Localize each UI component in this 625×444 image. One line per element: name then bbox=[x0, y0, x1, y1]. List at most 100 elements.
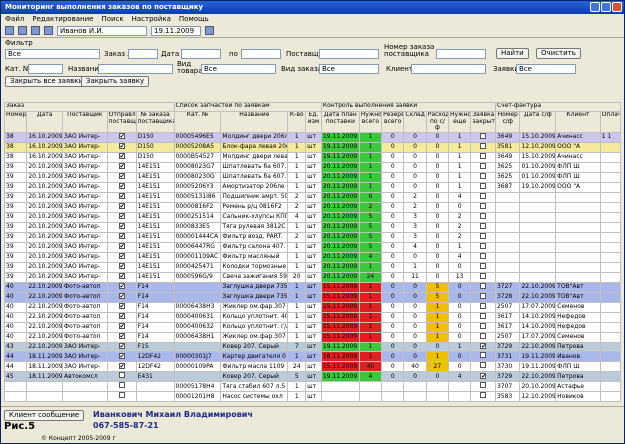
checkbox[interactable] bbox=[118, 382, 125, 389]
checkbox[interactable]: ✔ bbox=[118, 323, 125, 330]
tool-icon[interactable] bbox=[5, 26, 14, 35]
table-row[interactable]: 38 16.10.2009 ЗАО Интер- ✔ D150 00005208A5 Бло… bbox=[3, 141, 622, 153]
maximize[interactable] bbox=[601, 2, 611, 12]
checkbox[interactable]: ✔ bbox=[480, 372, 487, 380]
tool-icon[interactable] bbox=[205, 26, 214, 35]
table-row[interactable]: 39 20.10.2009 ЗАО Интер- ✔ 14E151 00000816F2 Р… bbox=[3, 201, 622, 213]
checkbox[interactable] bbox=[480, 263, 487, 269]
select[interactable]: Все bbox=[516, 64, 576, 74]
checkbox[interactable] bbox=[480, 183, 487, 189]
checkbox[interactable]: ✔ bbox=[118, 163, 125, 170]
checkbox[interactable] bbox=[480, 392, 487, 399]
close[interactable] bbox=[612, 2, 622, 12]
input[interactable] bbox=[181, 49, 221, 59]
checkbox[interactable] bbox=[480, 323, 487, 329]
table-row[interactable]: 39 20.10.2009 ЗАО Интер- ✔ 14E151 0000251514 С… bbox=[3, 211, 622, 223]
checkbox[interactable] bbox=[480, 313, 487, 319]
checkbox[interactable] bbox=[480, 223, 487, 229]
table-row[interactable]: 39 20.10.2009 ЗАО Интер- ✔ 14E151 000001444CA… bbox=[3, 231, 622, 243]
input[interactable] bbox=[98, 64, 173, 74]
table-row[interactable]: 40 22.10.2009 Фото-автоп ✔ F14 00006438H1 Жикл… bbox=[3, 331, 622, 343]
table-row[interactable]: 38 16.10.2009 ЗАО Интер- ✔ D150 0000B54527 Мол… bbox=[3, 151, 622, 163]
table-row[interactable]: 39 20.10.2009 ЗАО Интер- ✔ 14E151 000083ЗЕ5 Тя… bbox=[3, 221, 622, 233]
table-row[interactable]: 40 22.10.2009 Фото-автоп ✔ F14 Заглушка двери… bbox=[3, 281, 622, 293]
checkbox[interactable]: ✔ bbox=[118, 273, 125, 280]
checkbox[interactable]: ✔ bbox=[118, 243, 125, 250]
user-field[interactable]: Иванов И.И. bbox=[57, 25, 147, 36]
checkbox[interactable] bbox=[480, 233, 487, 239]
menu-item[interactable]: Поиск bbox=[101, 15, 124, 23]
table-row[interactable]: 39 20.10.2009 ЗАО Интер- ✔ 14E151 0000596G/9 С… bbox=[3, 271, 622, 283]
checkbox[interactable] bbox=[480, 333, 487, 339]
client-messages-button[interactable]: Клиент сообщение bbox=[4, 410, 85, 421]
checkbox[interactable]: ✔ bbox=[118, 313, 125, 320]
date-field[interactable]: 19.11.2009 bbox=[151, 25, 201, 36]
checkbox[interactable] bbox=[480, 143, 487, 149]
checkbox[interactable]: ✔ bbox=[118, 283, 125, 290]
table-row[interactable]: 39 20.10.2009 ЗАО Интер- ✔ 14E151 000001109AC… bbox=[3, 251, 622, 263]
tool-icon[interactable] bbox=[31, 26, 40, 35]
checkbox[interactable] bbox=[480, 203, 487, 209]
table-row[interactable]: 00001201H8 Насос системы охл 1 шт 3583 12.10.… bbox=[3, 391, 622, 403]
checkbox[interactable]: ✔ bbox=[118, 213, 125, 220]
checkbox[interactable] bbox=[480, 352, 487, 359]
checkbox[interactable]: ✔ bbox=[118, 133, 125, 140]
checkbox[interactable]: ✔ bbox=[118, 352, 125, 360]
minimize[interactable] bbox=[590, 2, 600, 12]
checkbox[interactable]: ✔ bbox=[118, 233, 125, 240]
select[interactable]: Все bbox=[201, 64, 276, 74]
input[interactable] bbox=[411, 64, 486, 74]
checkbox[interactable] bbox=[480, 303, 487, 309]
checkbox[interactable] bbox=[480, 362, 487, 369]
checkbox[interactable]: ✔ bbox=[118, 303, 125, 310]
checkbox[interactable]: ✔ bbox=[118, 203, 125, 210]
menu-item[interactable]: Помощь bbox=[178, 15, 209, 23]
table-row[interactable]: 00005178H4 Тяга стабил 607 л.5 1 шт 3707 20.1… bbox=[3, 381, 622, 393]
input[interactable] bbox=[241, 49, 281, 59]
input[interactable] bbox=[436, 49, 486, 59]
clear-button[interactable]: Очистить bbox=[536, 48, 581, 59]
checkbox[interactable]: ✔ bbox=[118, 223, 125, 230]
table-row[interactable]: 39 20.10.2009 ЗАО Интер- ✔ 14E151 00005131I86… bbox=[3, 191, 622, 203]
table-row[interactable]: 39 20.10.2009 ЗАО Интер- ✔ 14E151 00008023G7 Ш… bbox=[3, 161, 622, 173]
table-row[interactable]: 43 22.10.2009 ЗАО Интер- ✔ F15 Ковер 207. Сер… bbox=[3, 341, 622, 353]
input[interactable] bbox=[128, 49, 158, 59]
binoculars-icon[interactable] bbox=[44, 26, 53, 35]
checkbox[interactable] bbox=[480, 173, 487, 179]
checkbox[interactable]: ✔ bbox=[118, 333, 125, 340]
menu-item[interactable]: Файл bbox=[5, 15, 25, 23]
checkbox[interactable]: ✔ bbox=[118, 193, 125, 200]
tool-icon[interactable] bbox=[18, 26, 27, 35]
supplier-select[interactable]: Все bbox=[5, 49, 100, 59]
checkbox[interactable]: ✔ bbox=[480, 342, 487, 350]
table-row[interactable]: 44 18.11.2009 ЗАО Интер- ✔ 12DF42 00000301J7 К… bbox=[3, 351, 622, 363]
menu-item[interactable]: Редактирование bbox=[32, 15, 94, 23]
checkbox[interactable] bbox=[118, 392, 125, 399]
checkbox[interactable]: ✔ bbox=[118, 263, 125, 270]
checkbox[interactable] bbox=[480, 382, 487, 389]
checkbox[interactable] bbox=[480, 283, 487, 289]
input[interactable] bbox=[28, 64, 63, 74]
table-row[interactable]: 39 20.10.2009 ЗАО Интер- ✔ 14E151 000080230G Ш… bbox=[3, 171, 622, 183]
checkbox[interactable] bbox=[480, 273, 487, 279]
table-row[interactable]: 39 20.10.2009 ЗАО Интер- ✔ 14E151 0000425471 К… bbox=[3, 261, 622, 273]
table-row[interactable]: 39 20.10.2009 ЗАО Интер- ✔ 14E151 00006447RG Ф… bbox=[3, 241, 622, 253]
checkbox[interactable]: ✔ bbox=[118, 183, 125, 190]
close-all-button[interactable]: Закрыть все заявки bbox=[5, 76, 89, 87]
checkbox[interactable]: ✔ bbox=[118, 293, 125, 300]
checkbox[interactable] bbox=[480, 133, 487, 139]
checkbox[interactable] bbox=[480, 293, 487, 299]
close-request-button[interactable]: Закрыть заявку bbox=[81, 76, 150, 87]
checkbox[interactable] bbox=[480, 193, 487, 199]
table-row[interactable]: 44 18.11.2009 ЗАО Интер- ✔ 12DF42 00000109PA Ф… bbox=[3, 361, 622, 373]
checkbox[interactable]: ✔ bbox=[118, 362, 125, 370]
table-row[interactable]: 45 18.11.2009 Автокомсл E431 Ковер 207. Серы… bbox=[3, 371, 622, 383]
table-row[interactable]: 40 22.10.2009 Фото-автоп ✔ F14 0000400631 Коль… bbox=[3, 311, 622, 323]
table-row[interactable]: 40 22.10.2009 Фото-автоп ✔ F14 00006438H3 Жикл… bbox=[3, 301, 622, 313]
checkbox[interactable] bbox=[480, 253, 487, 259]
checkbox[interactable] bbox=[480, 243, 487, 249]
checkbox[interactable]: ✔ bbox=[118, 253, 125, 260]
table-row[interactable]: 39 20.10.2009 ЗАО Интер- ✔ 14E151 00005206Y3 А… bbox=[3, 181, 622, 193]
menu-item[interactable]: Настройка bbox=[131, 15, 171, 23]
checkbox[interactable]: ✔ bbox=[118, 143, 125, 150]
